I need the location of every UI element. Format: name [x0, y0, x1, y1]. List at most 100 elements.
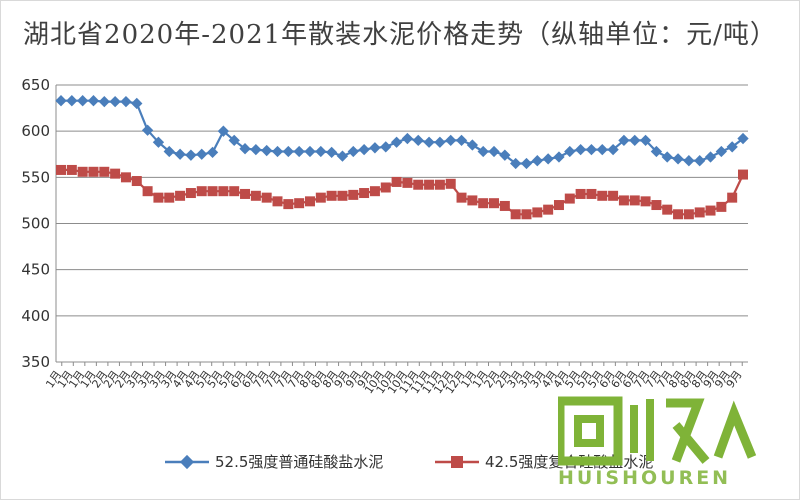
- data-point-series-1: [271, 145, 284, 158]
- data-point-series-2: [153, 192, 164, 203]
- data-point-series-2: [77, 166, 88, 177]
- data-point-series-1: [282, 145, 294, 158]
- y-tick-label: 500: [21, 215, 50, 233]
- data-point-series-2: [705, 205, 716, 216]
- data-point-series-2: [651, 200, 662, 211]
- data-point-series-2: [66, 164, 77, 175]
- data-point-series-2: [575, 188, 586, 199]
- data-point-series-2: [586, 188, 597, 199]
- data-point-series-2: [315, 192, 326, 203]
- data-point-series-2: [229, 186, 240, 197]
- data-point-series-1: [737, 132, 749, 145]
- data-point-series-2: [402, 177, 413, 188]
- data-point-series-1: [520, 157, 533, 170]
- data-point-series-1: [66, 95, 78, 107]
- data-point-series-2: [261, 192, 272, 203]
- data-point-series-2: [553, 200, 564, 211]
- data-point-series-1: [531, 155, 543, 167]
- data-point-series-1: [564, 145, 576, 158]
- data-point-series-1: [639, 134, 652, 147]
- watermark-text: HUISHOUREN: [558, 467, 732, 489]
- data-point-series-2: [424, 179, 435, 190]
- y-tick-label: 400: [21, 307, 50, 325]
- data-point-series-2: [304, 196, 315, 207]
- data-point-series-1: [163, 145, 175, 158]
- data-point-series-1: [596, 143, 608, 156]
- data-point-series-1: [347, 145, 359, 158]
- data-point-series-1: [131, 97, 143, 110]
- data-point-series-2: [391, 176, 402, 187]
- data-point-series-2: [240, 188, 251, 199]
- y-tick-label: 350: [21, 353, 50, 371]
- legend-swatch-series-2: [435, 456, 479, 468]
- data-point-series-1: [304, 145, 316, 158]
- data-point-series-2: [272, 196, 283, 207]
- watermark-logo-icon: [558, 396, 757, 466]
- data-point-series-1: [174, 148, 186, 160]
- data-point-series-2: [489, 198, 500, 209]
- data-point-series-1: [661, 151, 673, 163]
- data-point-series-2: [738, 169, 748, 180]
- data-point-series-1: [650, 145, 663, 158]
- y-tick-label: 600: [21, 122, 50, 140]
- data-point-series-2: [164, 192, 175, 203]
- data-point-series-1: [434, 136, 446, 148]
- series-line-1: [61, 99, 744, 165]
- data-point-series-1: [87, 95, 100, 107]
- data-point-series-1: [499, 149, 511, 161]
- chart-title: 湖北省2020年-2021年散装水泥价格走势（纵轴单位：元/吨）: [23, 20, 777, 50]
- data-point-series-1: [715, 145, 728, 158]
- data-point-series-1: [315, 145, 327, 158]
- data-point-series-1: [585, 143, 598, 156]
- data-point-series-2: [694, 207, 705, 218]
- data-point-series-2: [337, 190, 348, 201]
- data-point-series-2: [294, 198, 305, 209]
- data-point-series-2: [521, 209, 532, 220]
- data-point-series-1: [380, 141, 392, 153]
- data-point-series-2: [380, 182, 391, 193]
- data-point-series-1: [293, 145, 305, 158]
- data-point-series-1: [261, 144, 273, 157]
- data-point-series-1: [217, 125, 230, 137]
- data-point-series-2: [131, 176, 142, 187]
- data-point-series-2: [543, 204, 554, 215]
- data-point-series-1: [618, 134, 630, 147]
- data-point-series-2: [56, 164, 66, 175]
- data-point-series-1: [228, 134, 240, 147]
- data-point-series-2: [326, 190, 337, 201]
- data-point-series-2: [683, 209, 694, 220]
- data-point-series-1: [629, 134, 641, 147]
- data-point-series-1: [542, 153, 554, 165]
- data-point-series-2: [640, 196, 651, 207]
- data-point-series-2: [196, 186, 207, 197]
- data-point-series-1: [672, 153, 684, 165]
- data-point-series-2: [218, 186, 229, 197]
- data-point-series-1: [455, 134, 468, 147]
- data-point-series-1: [206, 146, 219, 159]
- watermark: HUISHOUREN: [540, 395, 770, 495]
- data-point-series-1: [607, 143, 619, 156]
- data-point-series-2: [564, 193, 575, 204]
- legend-swatch-series-1: [165, 454, 209, 470]
- data-point-series-1: [683, 155, 695, 167]
- legend-label-series-1: 52.5强度普通硅酸盐水泥: [215, 453, 384, 471]
- data-point-series-1: [185, 149, 197, 161]
- data-point-series-2: [662, 204, 673, 215]
- data-point-series-1: [55, 95, 67, 107]
- data-point-series-2: [716, 201, 727, 212]
- data-point-series-1: [466, 139, 479, 151]
- data-point-series-1: [358, 143, 370, 156]
- data-point-series-1: [488, 145, 500, 158]
- data-point-series-2: [348, 189, 359, 200]
- data-point-series-1: [336, 150, 349, 162]
- data-point-series-1: [76, 95, 89, 107]
- data-point-series-2: [510, 209, 521, 220]
- data-point-series-1: [120, 95, 132, 108]
- data-point-series-2: [369, 186, 380, 197]
- data-point-series-1: [412, 134, 424, 147]
- data-point-series-2: [618, 195, 629, 206]
- data-point-series-2: [413, 179, 424, 190]
- data-point-series-1: [423, 136, 435, 148]
- data-point-series-1: [574, 143, 587, 156]
